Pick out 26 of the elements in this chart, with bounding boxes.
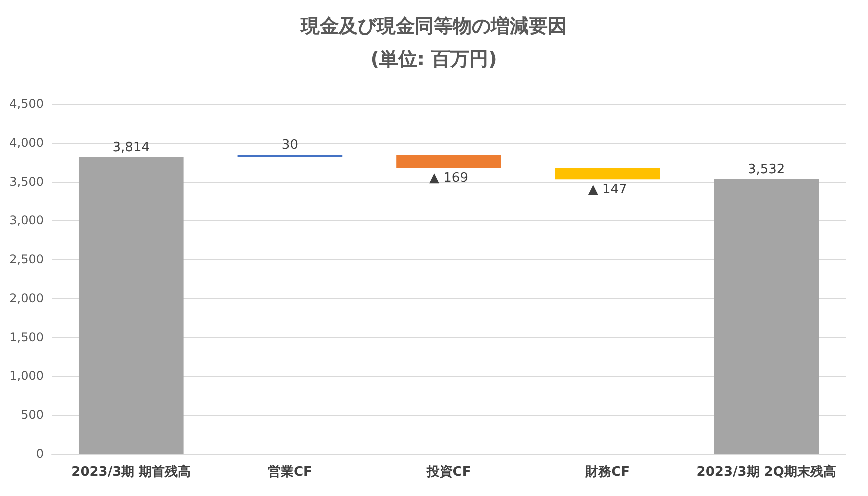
y-tick-label: 2,000 [10, 291, 44, 306]
x-tick-label: 営業CF [268, 464, 312, 480]
chart-subtitle: (単位: 百万円) [370, 48, 498, 70]
data-label: 3,532 [748, 162, 786, 178]
y-tick-label: 3,000 [10, 214, 44, 228]
data-label: ▲ 147 [588, 182, 628, 198]
y-tick-label: 0 [36, 447, 44, 461]
x-tick-label: 財務CF [584, 465, 630, 480]
bar [78, 157, 184, 454]
y-tick-label: 2,500 [10, 252, 44, 267]
bar [555, 168, 660, 180]
data-label: 3,814 [112, 140, 150, 156]
data-label: ▲ 169 [430, 171, 468, 186]
bar [714, 179, 820, 454]
chart-title: 現金及び現金同等物の増減要因 [300, 16, 567, 38]
y-tick-label: 500 [21, 408, 44, 422]
y-tick-label: 4,500 [10, 97, 44, 111]
bar [396, 155, 502, 168]
x-tick-label: 投資CF [426, 465, 472, 480]
x-tick-label: 2023/3期 期首残高 [72, 464, 192, 480]
data-label: 30 [282, 138, 298, 154]
y-tick-label: 3,500 [10, 174, 44, 189]
y-tick-label: 4,000 [10, 136, 44, 150]
y-tick-label: 1,500 [10, 330, 44, 344]
x-tick-label: 2023/3期 2Q期末残高 [696, 464, 836, 480]
y-tick-label: 1,000 [10, 369, 44, 384]
